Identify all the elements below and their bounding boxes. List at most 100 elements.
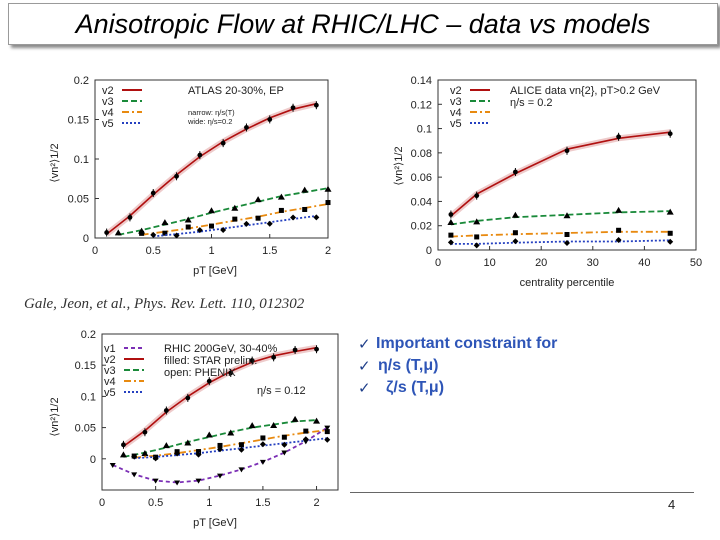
data-point [291,415,299,422]
data-point [141,450,149,457]
data-point [281,434,287,440]
data-point [173,232,180,239]
y-tick-label: 0.15 [68,115,89,127]
title-bar: Anisotropic Flow at RHIC/LHC – data vs m… [8,3,718,45]
data-point [473,218,481,225]
data-point [196,227,203,234]
legend-label-v4: v4 [104,376,116,388]
y-tick-label: 0 [426,245,432,257]
y-axis-label: ⟨vn²⟩1/2 [393,146,405,185]
data-point [185,224,191,230]
bullet-label: η/s (T,μ) [378,357,439,374]
y-tick-label: 0.05 [68,194,89,206]
data-point [161,219,169,226]
legend-label-v4: v4 [102,107,114,119]
x-axis-label: centrality percentile [520,277,615,289]
data-point [131,472,138,478]
series-line-v2 [450,131,671,217]
data-point [254,196,262,203]
data-point [217,446,223,453]
annotation-text: η/s = 0.12 [257,385,306,397]
series-line-v4 [134,429,328,459]
y-axis-label: ⟨vn²⟩1/2 [49,397,61,436]
series-line-v2 [123,346,317,447]
alice-centrality-chart: 0 0.02 0.04 0.06 0.08 0.1 0.12 0.14 0 10 20 30 40 50 c… [393,75,702,289]
data-point [615,237,622,243]
data-point [150,231,157,238]
data-point [313,214,320,221]
x-tick-label: 0 [435,257,441,269]
data-point [512,238,519,245]
x-axis-label: pT [GeV] [193,265,237,277]
data-point [174,450,181,457]
data-point [152,455,159,462]
data-point [184,439,192,446]
data-point [152,478,159,484]
data-point [162,230,168,236]
data-point [270,421,278,428]
data-point [248,422,256,429]
x-tick-label: 2 [313,497,319,509]
x-tick-label: 30 [587,257,599,269]
series-line-v2 [106,102,317,235]
y-tick-label: 0.12 [411,99,432,111]
data-point [209,223,214,229]
series-line-v3 [450,210,671,226]
data-point [196,449,202,455]
y-tick-label: 0.1 [417,124,432,136]
data-point [667,238,674,245]
data-point [473,242,480,249]
x-tick-label: 2 [325,245,331,257]
data-point [109,463,116,469]
data-point [667,230,673,236]
page-number: 4 [668,497,676,512]
legend-label-v5: v5 [450,118,462,130]
legend-label-v3: v3 [102,96,114,108]
data-point [512,230,518,236]
legend-label-v3: v3 [104,365,116,377]
data-point [259,441,266,448]
data-point [238,442,244,448]
data-point [278,207,284,213]
data-point [563,212,571,219]
y-tick-label: 0.02 [411,221,432,233]
data-point [114,229,122,236]
data-point [281,441,288,448]
x-tick-label: 1.5 [255,497,270,509]
y-axis-label: ⟨vn²⟩1/2 [49,143,61,182]
data-point [243,220,250,227]
x-tick-label: 50 [690,257,702,269]
data-point [238,467,245,473]
y-tick-label: 0.15 [75,360,96,372]
x-axis-label: pT [GeV] [193,517,237,529]
checkmark-icon: ✓ [358,336,371,353]
bullet-label: ζ/s (T,μ) [386,379,445,396]
data-point [266,220,273,227]
y-tick-label: 0.1 [74,154,89,166]
y-tick-label: 0.08 [411,148,432,160]
data-point [281,450,288,456]
data-point [448,232,454,238]
data-point [511,211,519,218]
data-point [231,204,239,211]
data-point [205,431,213,438]
x-tick-label: 0.5 [146,245,161,257]
data-point [232,216,238,222]
series-line-v5 [153,215,317,238]
y-tick-label: 0.05 [75,423,96,435]
data-point [131,453,138,460]
annotation-text: wide: η/s=0.2 [187,117,232,126]
data-point [666,208,674,215]
checkmark-icon: ✓ [358,358,371,375]
legend-label-v2: v2 [102,85,114,97]
y-tick-label: 0.04 [411,196,432,208]
legend-label-v3: v3 [450,96,462,108]
data-point [220,227,227,234]
series-line-v3 [123,419,317,458]
y-tick-label: 0.1 [81,391,96,403]
data-point [238,446,245,453]
data-point [139,230,145,236]
x-tick-label: 20 [535,257,547,269]
x-tick-label: 0 [92,245,98,257]
series-line-v5 [450,239,671,245]
